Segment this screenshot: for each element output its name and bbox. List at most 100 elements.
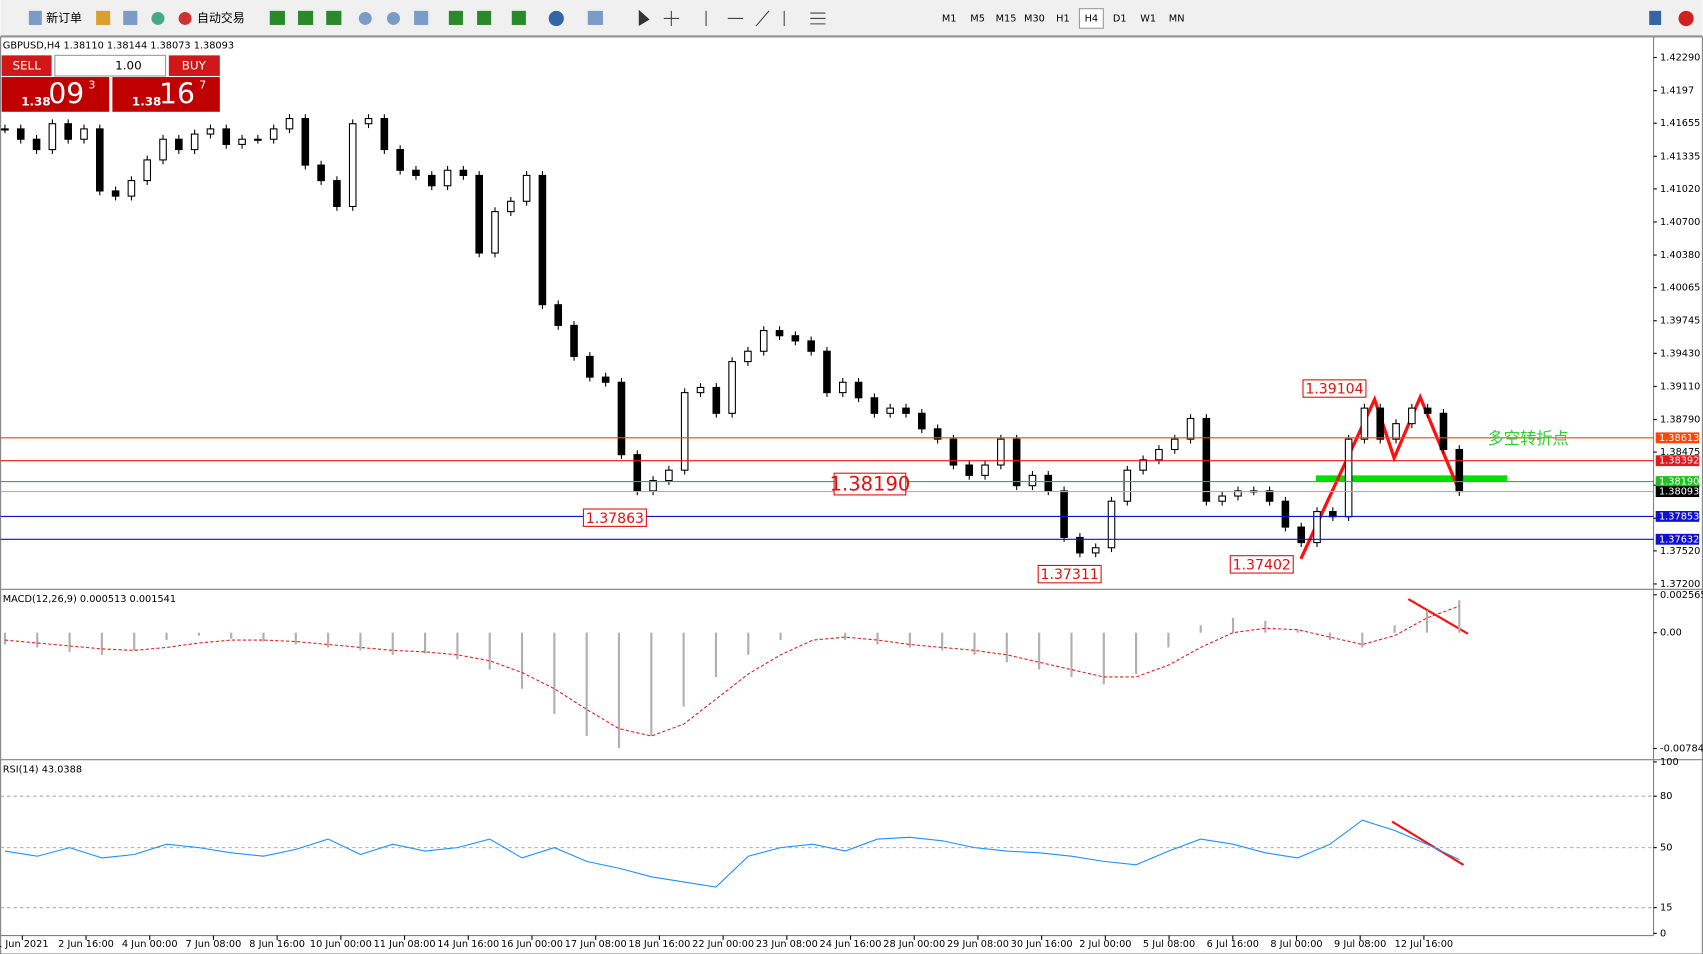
icon[interactable] [326,10,342,25]
ask-pips: 16 [159,78,195,111]
candle [1218,495,1226,502]
icon[interactable] [511,10,526,25]
icon[interactable] [638,9,650,27]
buy-button[interactable] [168,55,220,76]
candle [838,381,847,394]
candle [1376,407,1385,440]
down-arrows [1391,598,1469,866]
annotation-box [582,508,647,527]
candle [412,169,420,176]
buy-label[interactable]: BUY [182,59,207,73]
candle [127,180,136,197]
x-tick-label: 7 Jun 08:00 [186,939,242,950]
candle [348,123,357,208]
candle [918,412,926,430]
candle [617,381,626,456]
timeframe-button[interactable]: D1 [1113,13,1127,24]
ask-box[interactable] [112,77,220,112]
candle [570,324,578,357]
candle [16,128,25,140]
icon[interactable] [151,11,165,25]
price-level-box [1655,455,1700,467]
candle [1012,438,1021,487]
x-tick-label: 18 Jun 16:00 [628,939,690,950]
candle [427,174,436,187]
y-tick-label: 1.40065 [1660,283,1700,294]
annotation: 多空转折点 [1488,429,1569,448]
timeframe-button[interactable]: M1 [942,13,957,24]
icon[interactable] [28,10,42,25]
sell-button[interactable] [1,55,52,76]
candle [807,340,815,352]
candle [1170,438,1179,451]
candle [48,123,57,151]
candle [933,428,942,440]
y-tick-label: 100 [1660,757,1679,768]
annotation-box [1302,379,1367,398]
candle [1360,407,1369,440]
candle [95,128,104,192]
timeframe-button[interactable]: MN [1169,13,1185,24]
icon[interactable] [548,10,564,27]
x-tick-label: 11 Jun 08:00 [374,939,436,950]
new-order-button[interactable]: 新订单 [46,11,82,25]
y-tick-label: 1.37520 [1660,546,1700,557]
candle [475,174,483,254]
timeframe-button[interactable]: W1 [1140,13,1156,24]
x-tick-label: 9 Jul 08:00 [1334,939,1386,950]
timeframe-button[interactable]: M30 [1024,13,1045,24]
x-tick-label: 30 Jun 16:00 [1011,939,1073,950]
icon[interactable] [297,10,314,25]
candle [870,397,879,414]
timeframe-button[interactable]: M5 [970,13,985,24]
candle [1060,490,1068,538]
candle [1455,448,1464,493]
bid-box[interactable] [1,77,110,112]
price-level-box [1655,432,1700,444]
candle [143,159,152,182]
candle [649,479,657,492]
candle [1297,526,1306,544]
y-tick-label: 80 [1660,791,1672,802]
icon[interactable] [123,10,138,25]
candle [1028,474,1037,487]
candle [1281,500,1290,528]
icon[interactable] [96,10,111,25]
candle [1123,469,1132,502]
candle [1044,474,1053,492]
candle [175,138,183,151]
icon[interactable] [386,11,401,25]
x-tick-label: 12 Jul 16:00 [1395,939,1453,950]
candle [1439,412,1448,451]
icon[interactable] [1678,10,1694,27]
icon[interactable] [1649,10,1662,25]
annotation: 1.37402 [1233,557,1291,573]
icon[interactable] [477,10,492,25]
sell-label[interactable]: SELL [12,59,41,73]
icon[interactable] [663,10,826,27]
candle [1186,417,1195,440]
icon[interactable] [178,11,192,25]
icon[interactable] [587,10,603,25]
timeframe-button[interactable]: H4 [1085,13,1099,24]
price-level-label: 1.37853 [1659,511,1699,522]
candle [522,174,531,202]
icon[interactable] [448,10,463,25]
bid-big: 1.38 [21,95,50,109]
annotation-box [1229,555,1294,574]
icon[interactable] [358,11,372,25]
y-tick-label: 1.38475 [1660,447,1700,458]
lots-input[interactable] [54,54,167,77]
icon[interactable] [414,10,429,25]
timeframe-button[interactable]: H1 [1056,13,1070,24]
x-tick-label: 6 Jul 16:00 [1207,939,1259,950]
auto-trading-button[interactable]: 自动交易 [197,11,245,25]
x-tick-label: 1 Jun 2021 [0,939,49,950]
timeframe-button[interactable]: M15 [996,13,1017,24]
annotation: 1.37311 [1041,567,1099,583]
icon[interactable] [269,10,285,25]
toolbar-icons [28,9,1694,27]
candle [712,386,721,414]
candle [111,190,120,197]
lots-value[interactable]: 1.00 [115,59,142,73]
